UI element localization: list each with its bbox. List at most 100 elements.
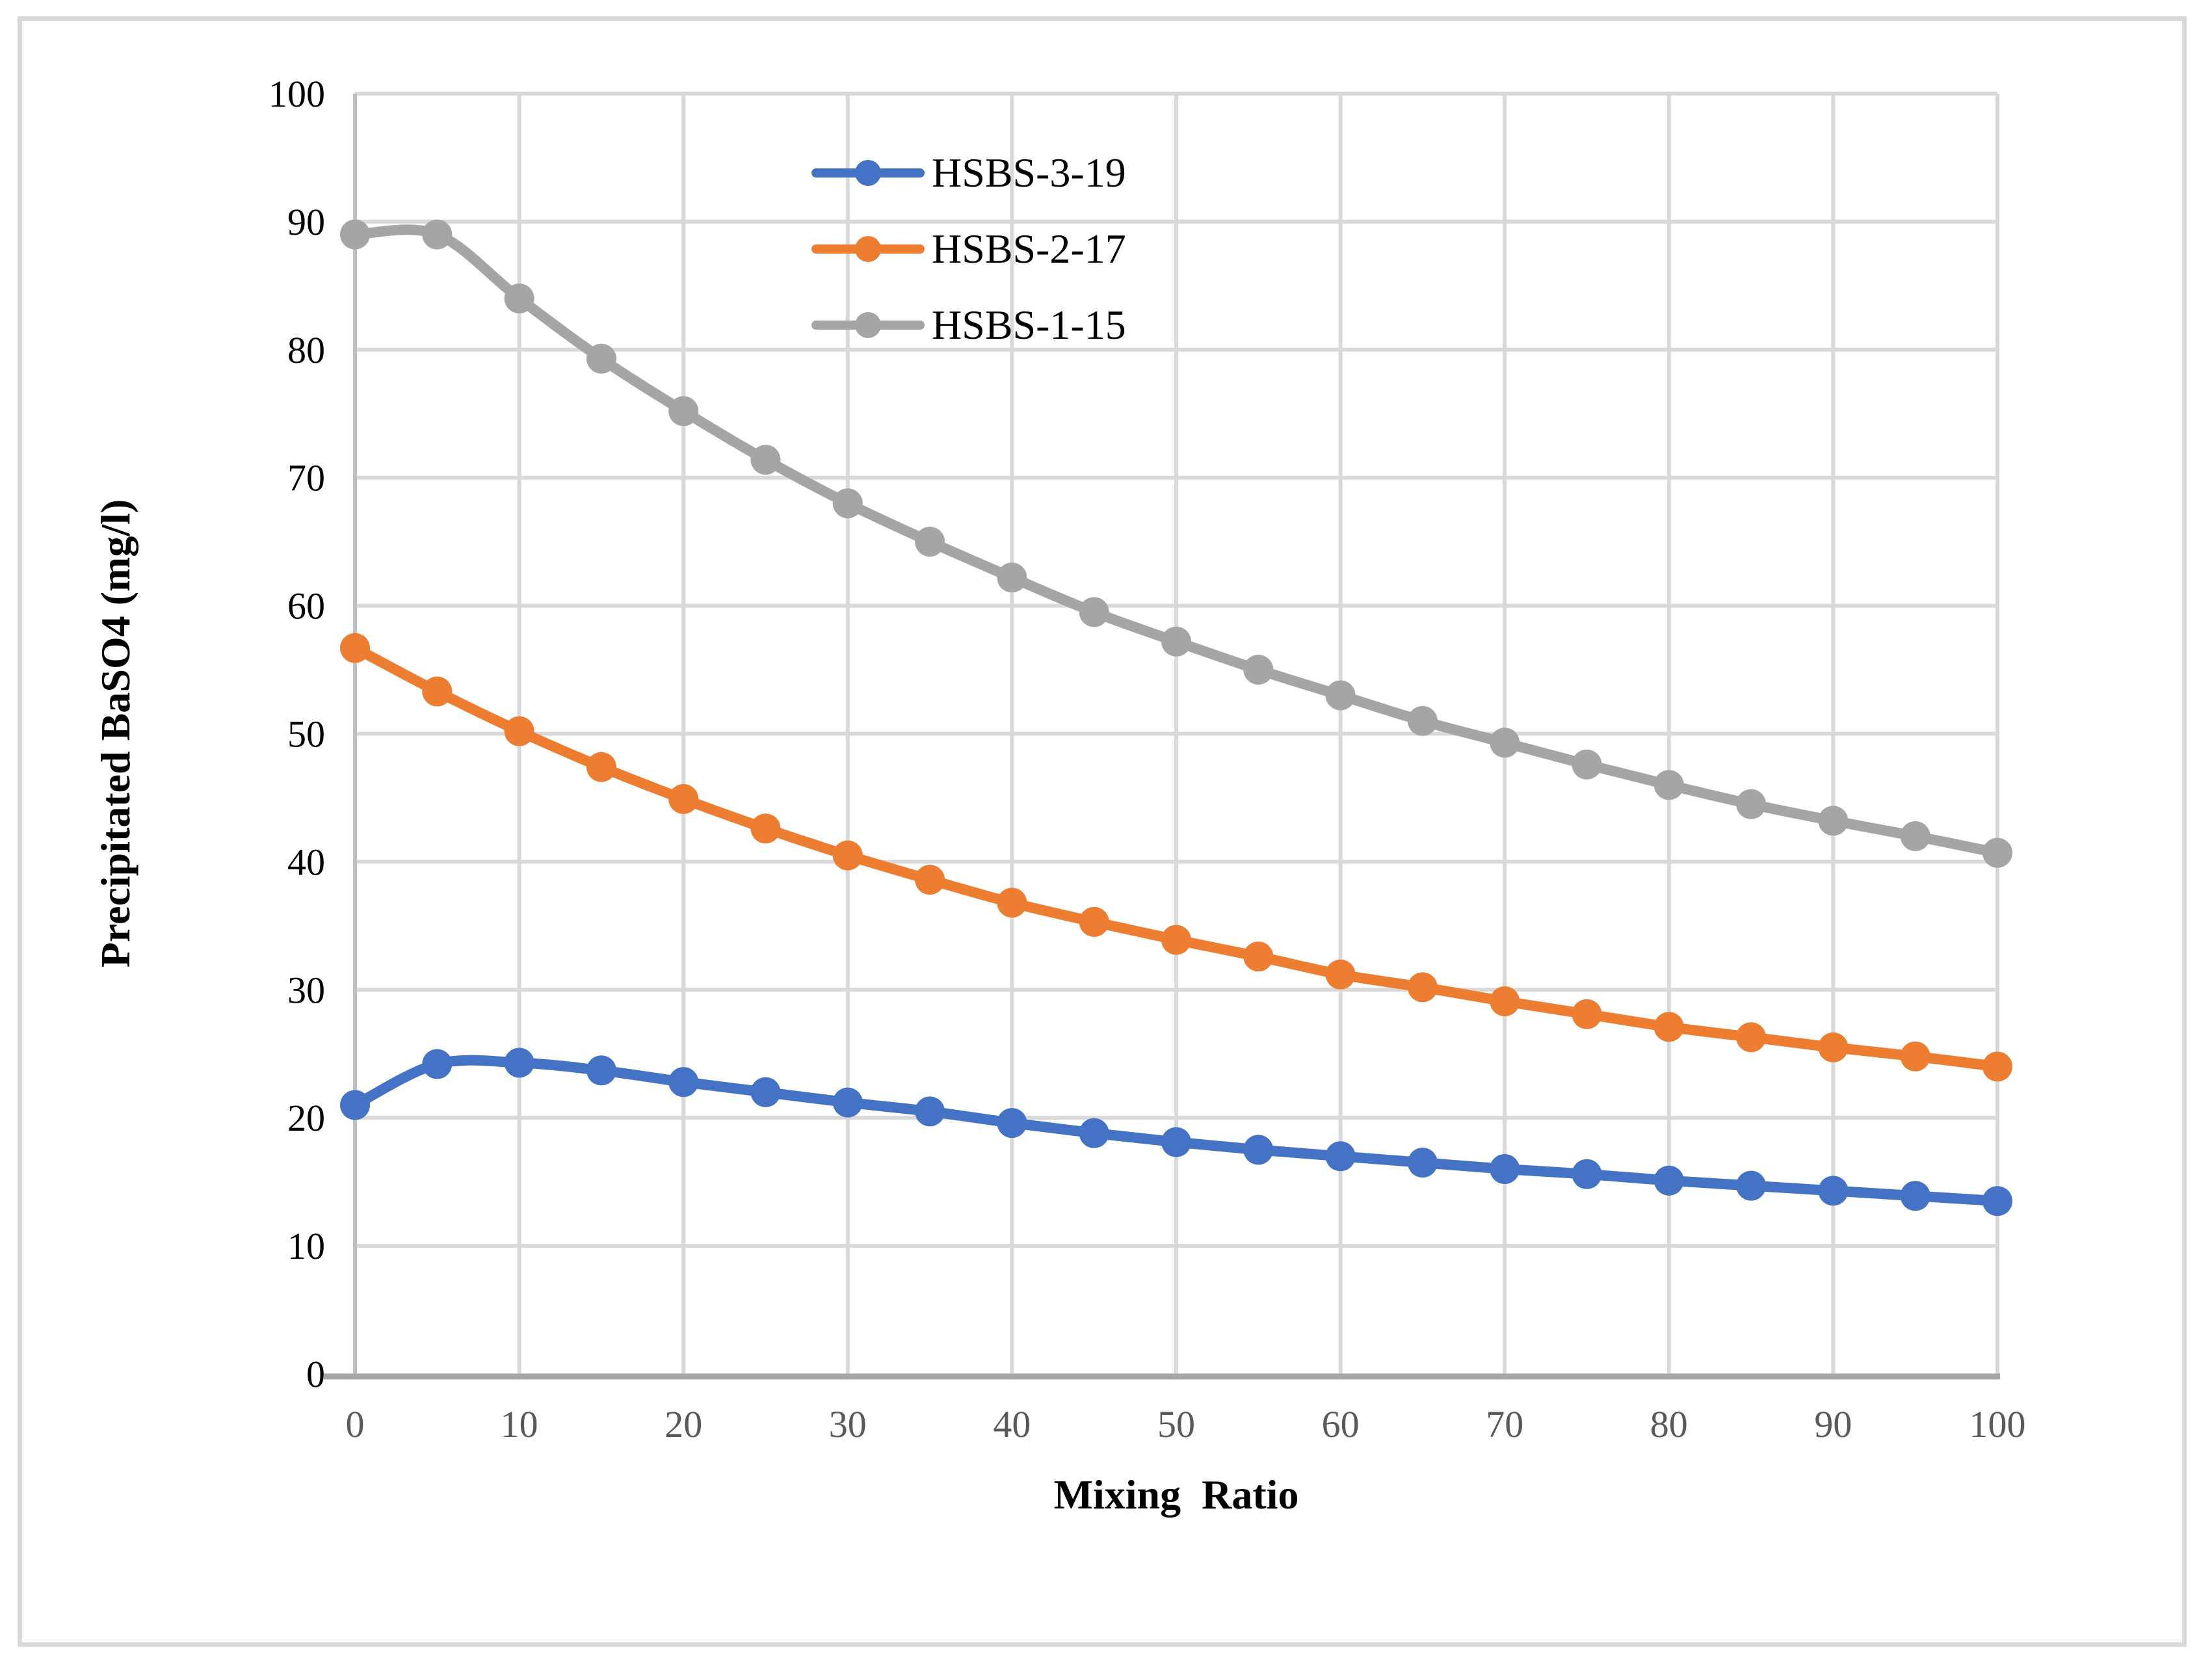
data-point-HSBS-2-17-x45 (1079, 906, 1109, 937)
legend-label: HSBS-3-19 (932, 149, 1126, 196)
data-point-HSBS-1-15-x80 (1653, 770, 1684, 800)
x-tick-label: 40 (993, 1403, 1031, 1445)
x-tick-label: 90 (1814, 1403, 1852, 1445)
data-point-HSBS-1-15-x75 (1572, 749, 1602, 780)
data-point-HSBS-1-15-x55 (1243, 655, 1274, 685)
data-point-HSBS-3-19-x10 (504, 1047, 534, 1078)
y-tick-label: 90 (287, 201, 325, 243)
data-point-HSBS-3-19-x30 (832, 1087, 863, 1118)
data-point-HSBS-3-19-x70 (1490, 1154, 1520, 1184)
data-point-HSBS-3-19-x40 (997, 1108, 1027, 1138)
data-point-HSBS-2-17-x65 (1407, 972, 1438, 1003)
legend-marker-icon (811, 235, 925, 262)
data-point-HSBS-1-15-x95 (1900, 821, 1930, 851)
data-point-HSBS-3-19-x75 (1572, 1159, 1602, 1189)
data-point-HSBS-1-15-x30 (832, 488, 863, 519)
y-tick-label: 0 (306, 1353, 325, 1395)
data-point-HSBS-3-19-x100 (1982, 1186, 2012, 1217)
legend-dot (855, 159, 881, 186)
x-tick-label: 50 (1157, 1403, 1195, 1445)
data-point-HSBS-1-15-x65 (1407, 705, 1438, 736)
legend-item-HSBS-2-17: HSBS-2-17 (811, 211, 1126, 287)
data-point-HSBS-2-17-x40 (997, 888, 1027, 918)
data-point-HSBS-1-15-x45 (1079, 597, 1109, 627)
data-point-HSBS-2-17-x70 (1490, 986, 1520, 1016)
data-point-HSBS-2-17-x55 (1243, 941, 1274, 972)
data-point-HSBS-2-17-x15 (586, 752, 616, 782)
data-point-HSBS-2-17-x10 (504, 716, 534, 746)
x-tick-label: 10 (501, 1403, 538, 1445)
legend: HSBS-3-19 HSBS-2-17 HSBS-1-15 (811, 135, 1126, 363)
legend-label: HSBS-2-17 (932, 225, 1126, 272)
legend-item-HSBS-3-19: HSBS-3-19 (811, 135, 1126, 211)
data-point-HSBS-2-17-x90 (1818, 1032, 1849, 1062)
data-point-HSBS-2-17-x80 (1653, 1012, 1684, 1042)
data-point-HSBS-2-17-x60 (1325, 959, 1356, 990)
data-point-HSBS-2-17-x5 (422, 676, 453, 707)
data-point-HSBS-2-17-x85 (1736, 1022, 1767, 1053)
legend-marker-icon (811, 311, 925, 338)
y-tick-label: 100 (269, 73, 325, 115)
data-point-HSBS-2-17-x100 (1982, 1051, 2012, 1082)
data-point-HSBS-3-19-x65 (1407, 1148, 1438, 1178)
data-point-HSBS-3-19-x50 (1161, 1127, 1191, 1157)
legend-dot (855, 311, 881, 338)
y-tick-label: 30 (287, 969, 325, 1011)
data-point-HSBS-2-17-x75 (1572, 999, 1602, 1029)
y-tick-label: 50 (287, 713, 325, 756)
x-tick-label: 60 (1322, 1403, 1360, 1445)
data-point-HSBS-3-19-x15 (586, 1055, 616, 1086)
data-point-HSBS-3-19-x85 (1736, 1170, 1767, 1201)
x-tick-label: 20 (665, 1403, 702, 1445)
data-point-HSBS-2-17-x35 (915, 865, 945, 895)
data-point-HSBS-3-19-x25 (750, 1077, 781, 1107)
y-tick-label: 10 (287, 1225, 325, 1267)
data-point-HSBS-2-17-x25 (750, 813, 781, 844)
x-tick-label: 0 (346, 1403, 365, 1445)
data-point-HSBS-2-17-x30 (832, 840, 863, 871)
data-point-HSBS-3-19-x0 (340, 1090, 370, 1120)
x-axis-title: Mixing Ratio (1053, 1471, 1299, 1518)
y-tick-label: 40 (287, 841, 325, 883)
data-point-HSBS-3-19-x20 (668, 1067, 699, 1098)
y-tick-label: 80 (287, 329, 325, 371)
data-point-HSBS-3-19-x60 (1325, 1141, 1356, 1172)
data-point-HSBS-3-19-x95 (1900, 1181, 1930, 1211)
y-axis-title: Precipitated BaSO4 (mg/l) (92, 499, 138, 968)
data-point-HSBS-2-17-x50 (1161, 925, 1191, 955)
data-point-HSBS-1-15-x60 (1325, 680, 1356, 711)
data-point-HSBS-2-17-x20 (668, 783, 699, 814)
data-point-HSBS-2-17-x95 (1900, 1041, 1930, 1072)
data-point-HSBS-1-15-x70 (1490, 728, 1520, 758)
legend-dot (855, 235, 881, 262)
data-point-HSBS-1-15-x40 (997, 562, 1027, 593)
data-point-HSBS-3-19-x35 (915, 1096, 945, 1127)
y-tick-label: 20 (287, 1097, 325, 1139)
data-point-HSBS-1-15-x35 (915, 527, 945, 557)
data-point-HSBS-2-17-x0 (340, 633, 370, 663)
y-tick-label: 60 (287, 585, 325, 627)
y-tick-label: 70 (287, 457, 325, 499)
x-tick-label: 100 (1969, 1403, 2026, 1445)
data-point-HSBS-1-15-x0 (340, 219, 370, 250)
data-point-HSBS-1-15-x100 (1982, 837, 2012, 868)
data-point-HSBS-3-19-x45 (1079, 1118, 1109, 1148)
legend-label: HSBS-1-15 (932, 301, 1126, 348)
data-point-HSBS-3-19-x90 (1818, 1176, 1849, 1206)
x-tick-label: 30 (829, 1403, 867, 1445)
data-point-HSBS-1-15-x10 (504, 283, 534, 313)
legend-marker-icon (811, 159, 925, 186)
legend-item-HSBS-1-15: HSBS-1-15 (811, 287, 1126, 363)
data-point-HSBS-1-15-x90 (1818, 806, 1849, 836)
data-point-HSBS-3-19-x80 (1653, 1165, 1684, 1196)
data-point-HSBS-1-15-x25 (750, 445, 781, 475)
data-point-HSBS-3-19-x55 (1243, 1135, 1274, 1165)
x-tick-label: 80 (1650, 1403, 1688, 1445)
x-tick-label: 70 (1486, 1403, 1523, 1445)
data-point-HSBS-1-15-x20 (668, 396, 699, 427)
data-point-HSBS-1-15-x15 (586, 343, 616, 374)
data-point-HSBS-1-15-x5 (422, 219, 453, 250)
data-point-HSBS-1-15-x50 (1161, 626, 1191, 657)
